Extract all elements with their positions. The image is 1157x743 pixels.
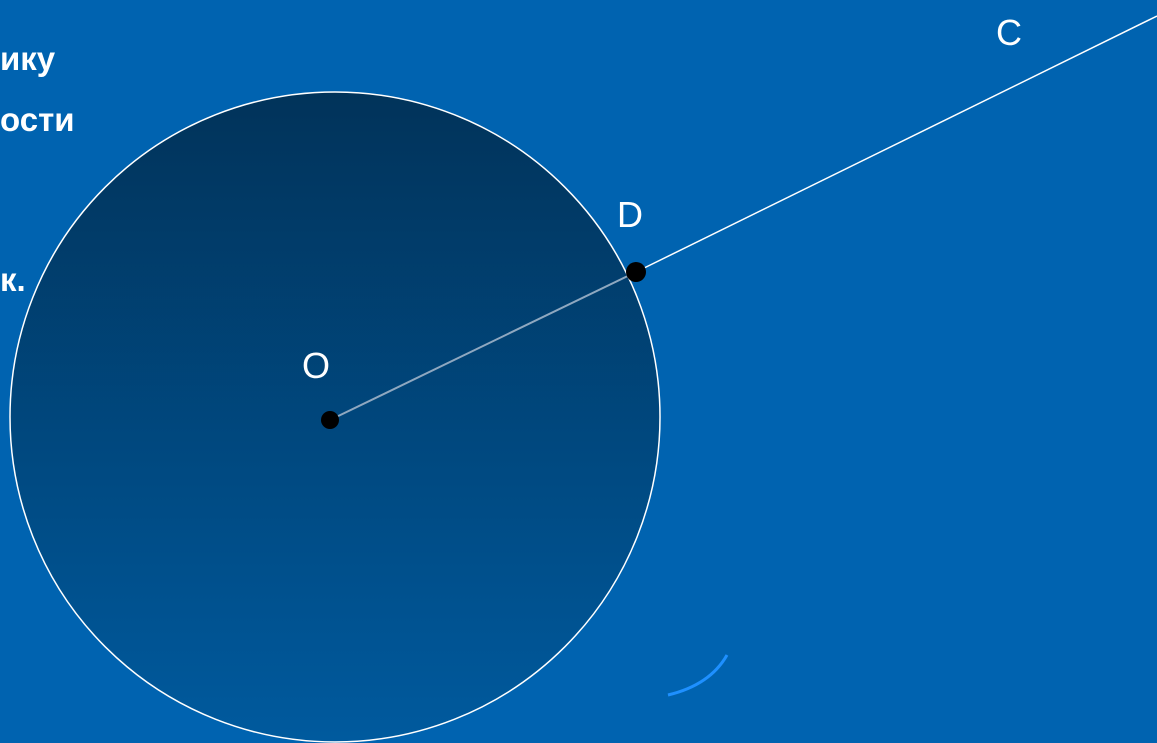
accent-arc xyxy=(668,655,727,695)
text-fragment-2: ости xyxy=(0,103,75,136)
point-d xyxy=(626,262,646,282)
text-fragment-3: к. xyxy=(0,263,26,296)
ray-dc xyxy=(636,16,1157,272)
label-d: D xyxy=(617,194,643,235)
point-o xyxy=(321,411,339,429)
label-c: C xyxy=(996,12,1022,53)
label-o: O xyxy=(302,345,330,386)
text-fragment-1: ику xyxy=(0,42,55,75)
